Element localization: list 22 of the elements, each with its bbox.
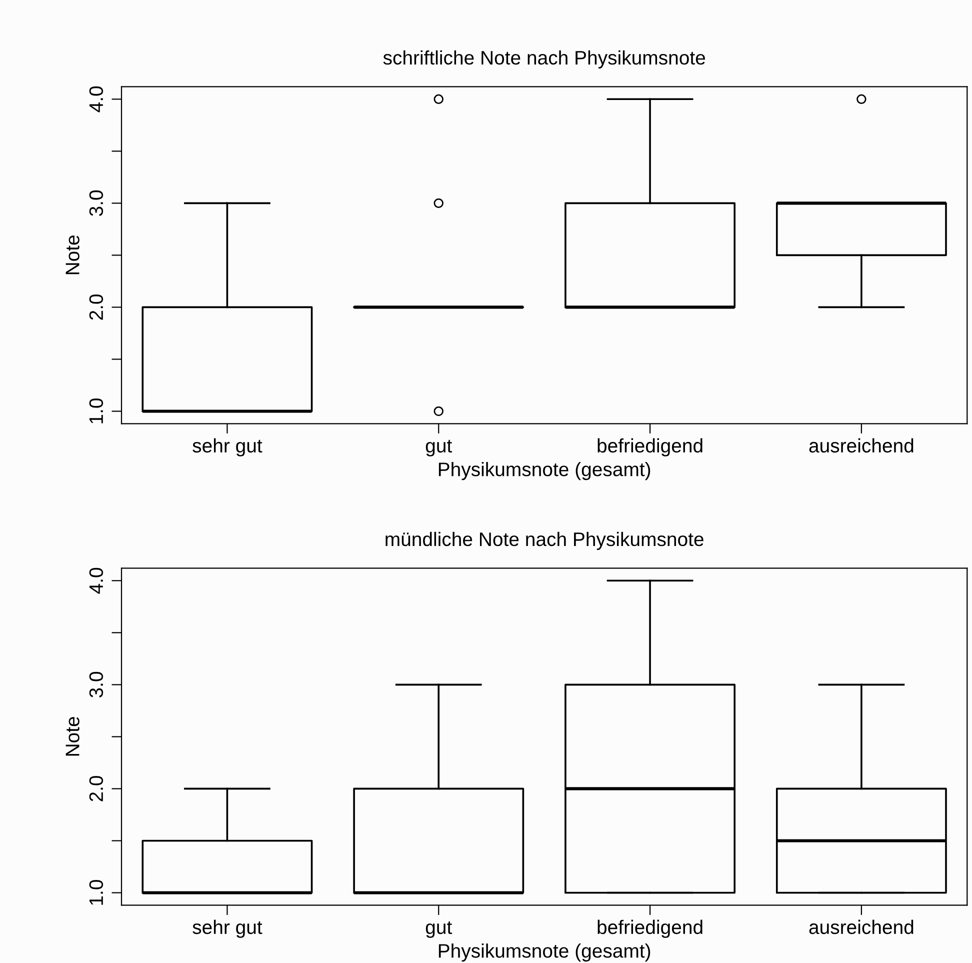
- x-tick-label: befriedigend: [598, 438, 702, 456]
- y-axis-title: Note: [66, 717, 80, 756]
- y-tick-label: 4.0: [89, 568, 104, 594]
- y-tick-label: 2.0: [89, 294, 104, 320]
- y-tick-label: 1.0: [89, 880, 104, 905]
- y-tick-label: 1.0: [89, 398, 104, 424]
- y-axis-title: Note: [66, 236, 80, 274]
- x-tick-label: gut: [426, 440, 452, 456]
- y-tick-label: 2.0: [89, 776, 104, 802]
- y-tick-label: 3.0: [89, 672, 104, 698]
- x-tick-label: sehr gut: [192, 920, 262, 938]
- x-axis-title: Physikumsnote (gesamt): [438, 462, 650, 480]
- x-tick-label: gut: [426, 921, 452, 938]
- x-tick-label: sehr gut: [192, 438, 262, 456]
- x-tick-label: befriedigend: [598, 920, 702, 938]
- y-tick-label: 4.0: [89, 86, 104, 112]
- chart-title: mündliche Note nach Physikumsnote: [386, 532, 704, 550]
- chart-title: schriftliche Note nach Physikumsnote: [383, 50, 706, 68]
- y-tick-label: 3.0: [89, 190, 104, 216]
- x-tick-label: ausreichend: [809, 920, 914, 934]
- x-tick-label: ausreichend: [809, 438, 914, 453]
- x-axis-title: Physikumsnote (gesamt): [438, 943, 650, 962]
